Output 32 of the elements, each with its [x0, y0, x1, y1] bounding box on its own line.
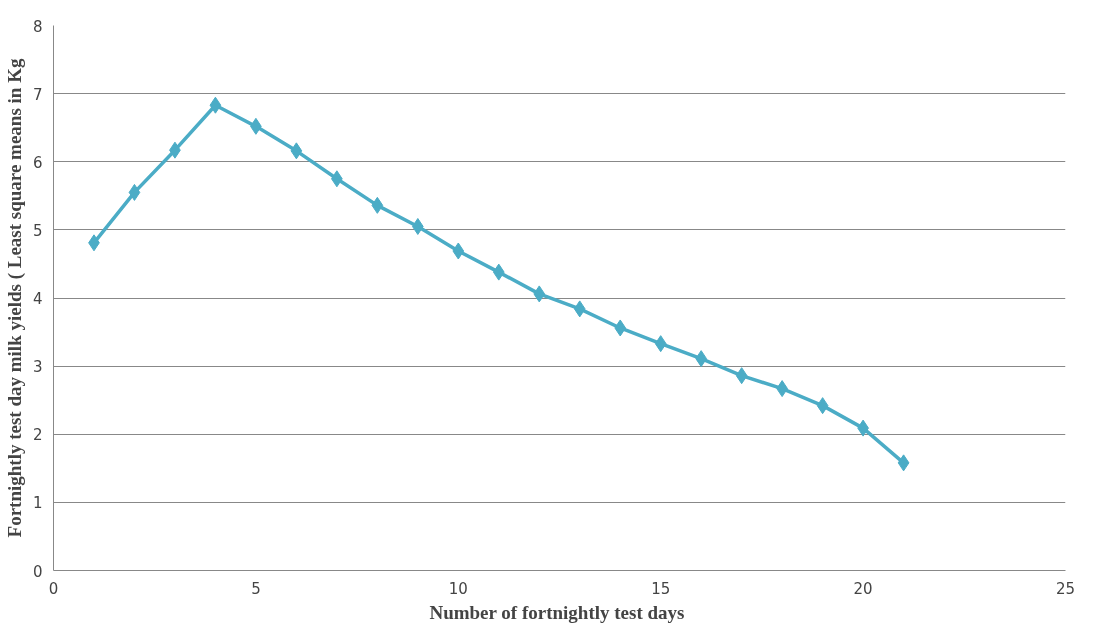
point — [816, 397, 829, 415]
point — [533, 285, 546, 303]
y-tick-label: 0 — [32, 562, 43, 581]
x-tick-label: 25 — [1055, 579, 1076, 598]
y-tick-label: 7 — [32, 85, 43, 104]
point — [654, 335, 667, 353]
point — [492, 263, 505, 281]
point — [128, 183, 141, 201]
y-tick-label: 3 — [32, 358, 43, 377]
point — [209, 96, 222, 114]
x-tick-label: 10 — [448, 579, 468, 598]
point — [735, 367, 748, 385]
y-tick-label: 8 — [32, 17, 43, 36]
y-tick-label: 2 — [32, 426, 43, 445]
x-tick-label: 20 — [853, 579, 873, 598]
y-tick-label: 6 — [32, 153, 43, 172]
point — [290, 142, 303, 160]
point — [573, 300, 586, 318]
x-tick-label: 5 — [251, 579, 261, 598]
point — [695, 350, 708, 368]
point — [614, 319, 627, 337]
y-tick-label: 4 — [32, 290, 43, 308]
point — [897, 454, 910, 472]
y-tick-label: 1 — [32, 494, 43, 513]
y-axis-title: Fortnightly test day milk yields ( Least square means in Kg — [3, 58, 26, 538]
y-tick-label: 5 — [32, 221, 43, 240]
point — [371, 196, 384, 214]
x-axis-title: Number of fortnightly test days — [429, 601, 685, 623]
x-tick-label: 15 — [651, 579, 671, 598]
point — [411, 217, 424, 235]
x-tick-label: 0 — [48, 579, 59, 598]
point — [452, 242, 465, 260]
